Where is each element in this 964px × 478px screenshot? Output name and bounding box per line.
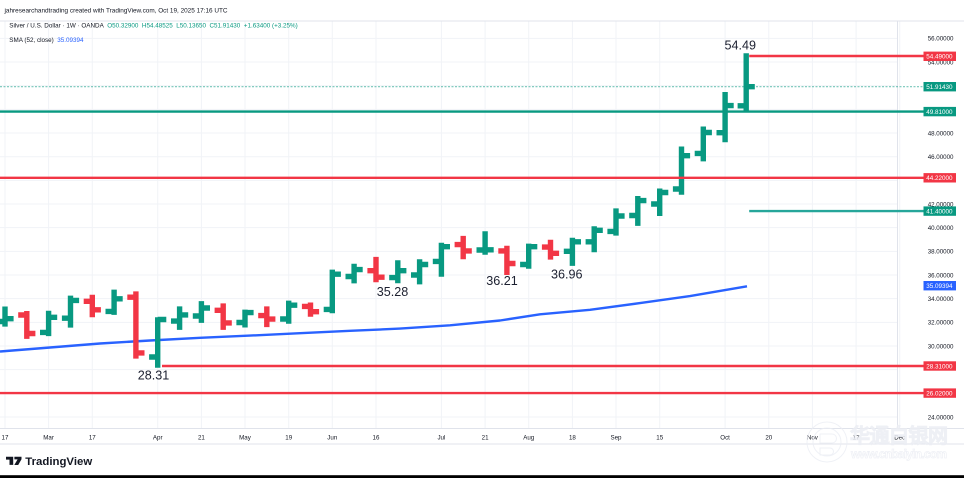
svg-text:32.00000: 32.00000 (928, 320, 954, 327)
svg-text:18: 18 (569, 434, 576, 441)
svg-text:Oct: Oct (720, 434, 730, 441)
svg-text:54.00000: 54.00000 (928, 59, 954, 66)
svg-text:56.00000: 56.00000 (928, 36, 954, 43)
svg-text:36.96: 36.96 (551, 268, 583, 282)
svg-text:51.91430: 51.91430 (926, 84, 953, 91)
svg-text:54.49000: 54.49000 (926, 54, 953, 61)
svg-text:17: 17 (853, 434, 860, 441)
svg-text:48.00000: 48.00000 (928, 130, 954, 137)
svg-text:28.31: 28.31 (138, 369, 170, 383)
svg-text:41.40000: 41.40000 (926, 208, 953, 215)
svg-text:40.00000: 40.00000 (928, 225, 954, 232)
svg-text:44.22000: 44.22000 (926, 175, 953, 182)
svg-text:42.00000: 42.00000 (928, 201, 954, 208)
svg-text:Apr: Apr (153, 434, 163, 441)
svg-text:21: 21 (482, 434, 489, 441)
svg-text:Sep: Sep (610, 434, 622, 441)
svg-text:35.09394: 35.09394 (926, 283, 953, 290)
svg-text:26.02000: 26.02000 (926, 390, 953, 397)
svg-text:15: 15 (656, 434, 663, 441)
svg-text:19: 19 (285, 434, 292, 441)
svg-text:28.31000: 28.31000 (926, 363, 953, 370)
svg-text:Mar: Mar (43, 434, 54, 441)
svg-text:Silver / U.S. Dollar · 1W · OA: Silver / U.S. Dollar · 1W · OANDA O50.32… (9, 22, 297, 29)
svg-text:Aug: Aug (523, 434, 535, 441)
svg-text:May: May (239, 434, 252, 441)
svg-text:21: 21 (198, 434, 205, 441)
svg-text:17: 17 (2, 434, 9, 441)
svg-text:34.00000: 34.00000 (928, 296, 954, 303)
svg-text:Nov: Nov (807, 434, 819, 441)
svg-text:24.00000: 24.00000 (928, 414, 954, 421)
svg-text:SMA (52, close) 35.09394: SMA (52, close) 35.09394 (9, 37, 84, 44)
svg-text:38.00000: 38.00000 (928, 249, 954, 256)
svg-text:华通白银网: 华通白银网 (850, 424, 948, 448)
svg-text:36.00000: 36.00000 (928, 272, 954, 279)
svg-text:TradingView: TradingView (25, 456, 92, 468)
svg-text:Dec: Dec (894, 434, 905, 441)
svg-text:www.cnbaiyin.com: www.cnbaiyin.com (850, 447, 947, 461)
svg-text:35.28: 35.28 (377, 285, 409, 299)
svg-text:20: 20 (765, 434, 772, 441)
svg-text:16: 16 (373, 434, 380, 441)
svg-text:54.49: 54.49 (724, 38, 756, 52)
svg-text:Jul: Jul (437, 434, 445, 441)
svg-text:36.21: 36.21 (486, 274, 518, 288)
svg-text:49.81000: 49.81000 (926, 109, 953, 116)
svg-text:46.00000: 46.00000 (928, 154, 954, 161)
svg-text:30.00000: 30.00000 (928, 343, 954, 350)
svg-text:jahresearchandtrading created: jahresearchandtrading created with Tradi… (4, 8, 228, 15)
svg-text:Jun: Jun (327, 434, 338, 441)
svg-text:17: 17 (89, 434, 96, 441)
